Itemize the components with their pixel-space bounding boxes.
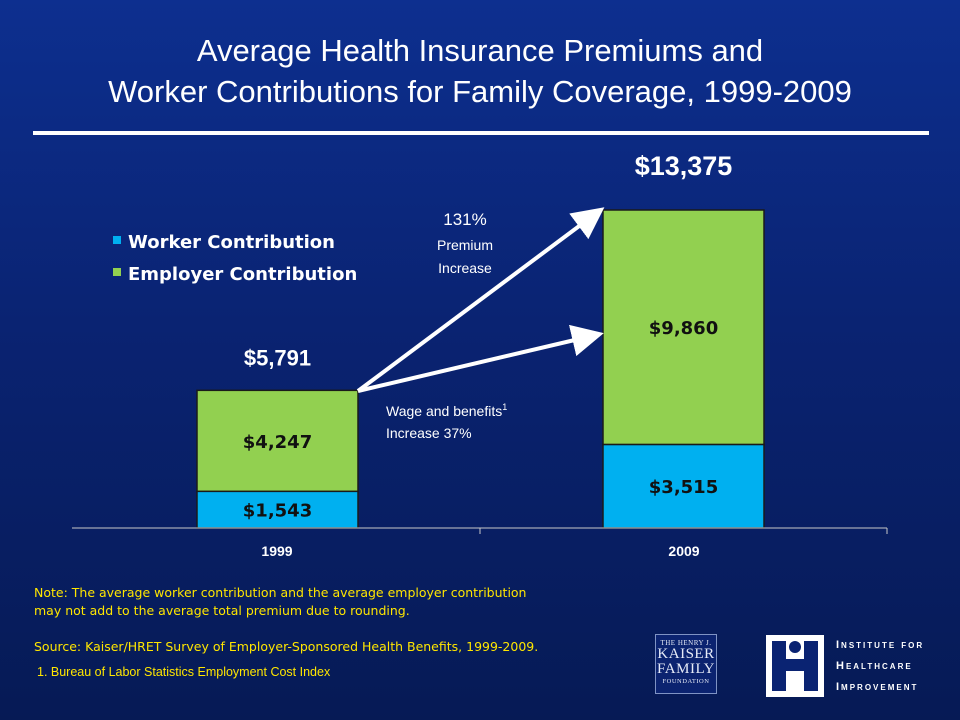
x-tick-label-1999: 1999 [261, 543, 292, 559]
title-line-1: Average Health Insurance Premiums and [196, 33, 764, 68]
x-tick-label-2009: 2009 [668, 543, 699, 559]
ihi-logo-line-2: Healthcare [836, 660, 913, 672]
legend-swatch-worker [113, 236, 121, 244]
data-label-worker-contribution-1999: $1,543 [243, 501, 312, 522]
premium-increase-percent: 131% [443, 210, 486, 229]
bar-worker-contribution-2009 [602, 443, 765, 529]
legend-swatch-employer [113, 268, 121, 276]
data-label-employer-contribution-1999: $4,247 [243, 432, 312, 453]
data-label-employer-contribution-2009: $9,860 [649, 318, 718, 339]
total-label-1999: $5,791 [244, 345, 311, 370]
note-line-1: Note: The average worker contribution an… [34, 585, 527, 600]
wage-increase-label-1: Wage and benefits1 [386, 402, 507, 419]
premium-increase-arrow [356, 207, 605, 393]
kff-logo-line-1: THE HENRY J. [660, 639, 712, 647]
ihi-logo-mark [766, 635, 824, 697]
bar-employer-contribution-2009 [602, 209, 765, 446]
wage-increase-arrow [357, 324, 604, 393]
note-line-2: may not add to the average total premium… [34, 603, 410, 618]
source-text: Source: Kaiser/HRET Survey of Employer-S… [34, 639, 539, 654]
title-line-2: Worker Contributions for Family Coverage… [108, 74, 852, 109]
title-underline [33, 131, 929, 135]
chart-title: Average Health Insurance Premiums and Wo… [0, 30, 960, 112]
total-label-2009: $13,375 [635, 151, 733, 181]
legend-label-worker: Worker Contribution [128, 232, 335, 253]
wage-increase-text: Wage and benefits [386, 403, 502, 419]
kff-logo-line-2: KAISER [657, 646, 715, 662]
ihi-logo-line-3: Improvement [836, 681, 919, 693]
bar-employer-contribution-1999 [196, 389, 359, 493]
wage-increase-label-2: Increase 37% [386, 425, 472, 441]
legend: Worker Contribution Employer Contributio… [113, 232, 357, 285]
footnote-text: 1. Bureau of Labor Statistics Employment… [37, 665, 331, 679]
wage-footnote-marker: 1 [502, 402, 507, 412]
premium-increase-label-1: Premium [437, 237, 493, 253]
legend-label-employer: Employer Contribution [128, 264, 357, 285]
premium-increase-label-2: Increase [438, 260, 492, 276]
note-text: Note: The average worker contribution an… [34, 584, 654, 620]
kff-logo-line-3: FAMILY [657, 661, 715, 677]
ihi-logo-line-1: Institute for [836, 639, 925, 651]
data-label-worker-contribution-2009: $3,515 [649, 477, 718, 498]
kaiser-family-foundation-logo: THE HENRY J. KAISER FAMILY FOUNDATION [655, 634, 717, 694]
kff-logo-line-4: FOUNDATION [662, 678, 710, 685]
ihi-logo-text: Institute for Healthcare Improvement [836, 635, 951, 698]
ihi-h-icon [766, 635, 824, 697]
